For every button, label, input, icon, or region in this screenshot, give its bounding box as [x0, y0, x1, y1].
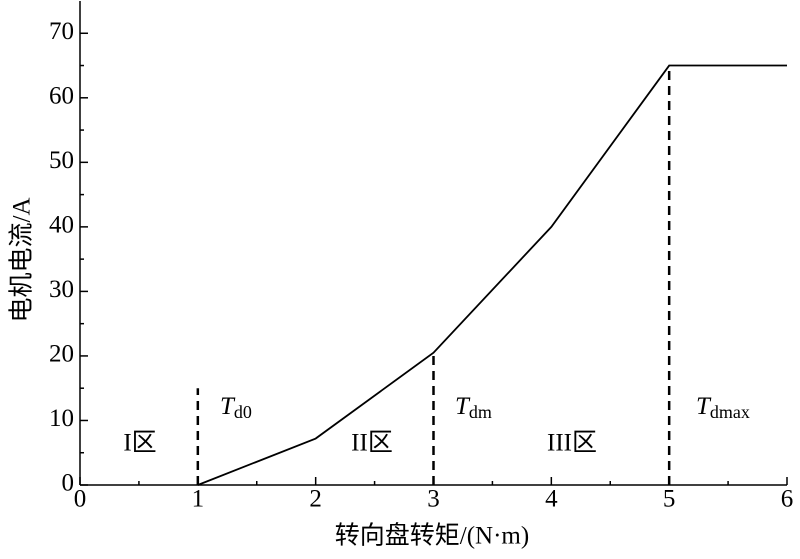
y-tick-label: 60 — [49, 83, 74, 110]
threshold-subscript: dmax — [710, 402, 750, 422]
x-tick-label: 4 — [545, 486, 558, 513]
threshold-symbol: T — [220, 393, 236, 420]
y-tick-label: 50 — [49, 147, 74, 174]
x-tick-label: 0 — [74, 486, 87, 513]
x-tick-label: 3 — [427, 486, 440, 513]
x-tick-label: 1 — [192, 486, 205, 513]
threshold-subscript: dm — [469, 402, 492, 422]
y-tick-label: 20 — [49, 341, 74, 368]
x-tick-label: 2 — [309, 486, 322, 513]
current-line — [197, 64, 787, 486]
x-tick-label: 6 — [781, 486, 794, 513]
threshold-label: Td0 — [220, 393, 252, 422]
y-axis-title: 电机电流/A — [8, 197, 36, 322]
threshold-label: Tdmax — [696, 393, 750, 422]
threshold-symbol: T — [696, 393, 712, 420]
threshold-label: Tdm — [455, 393, 492, 422]
region-label: II区 — [351, 430, 393, 457]
y-tick-label: 70 — [49, 18, 74, 45]
y-tick-label: 0 — [62, 470, 75, 497]
region-label: I区 — [123, 430, 156, 457]
threshold-symbol: T — [455, 393, 471, 420]
threshold-subscript: d0 — [234, 402, 252, 422]
x-tick-label: 5 — [663, 486, 676, 513]
y-tick-label: 30 — [49, 276, 74, 303]
region-label: III区 — [547, 430, 597, 457]
y-tick-label: 40 — [49, 212, 74, 239]
x-axis-title: 转向盘转矩/(N·m) — [335, 522, 529, 550]
y-tick-label: 10 — [49, 405, 74, 432]
